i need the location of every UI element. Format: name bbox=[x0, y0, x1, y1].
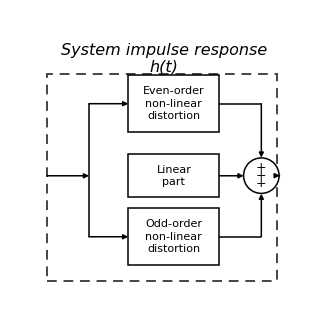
Text: +: + bbox=[256, 177, 267, 190]
Text: Linear
part: Linear part bbox=[156, 164, 191, 187]
Bar bbox=[128, 154, 220, 197]
Bar bbox=[128, 75, 220, 132]
Text: Odd-order
non-linear
distortion: Odd-order non-linear distortion bbox=[145, 219, 202, 254]
Text: +: + bbox=[256, 161, 267, 174]
Text: h(t): h(t) bbox=[149, 59, 179, 74]
Text: System impulse response: System impulse response bbox=[61, 43, 267, 58]
Text: Even-order
non-linear
distortion: Even-order non-linear distortion bbox=[143, 86, 205, 121]
Bar bbox=[128, 208, 220, 265]
Bar bbox=[47, 74, 277, 281]
Circle shape bbox=[244, 158, 279, 193]
Text: +: + bbox=[256, 169, 267, 182]
